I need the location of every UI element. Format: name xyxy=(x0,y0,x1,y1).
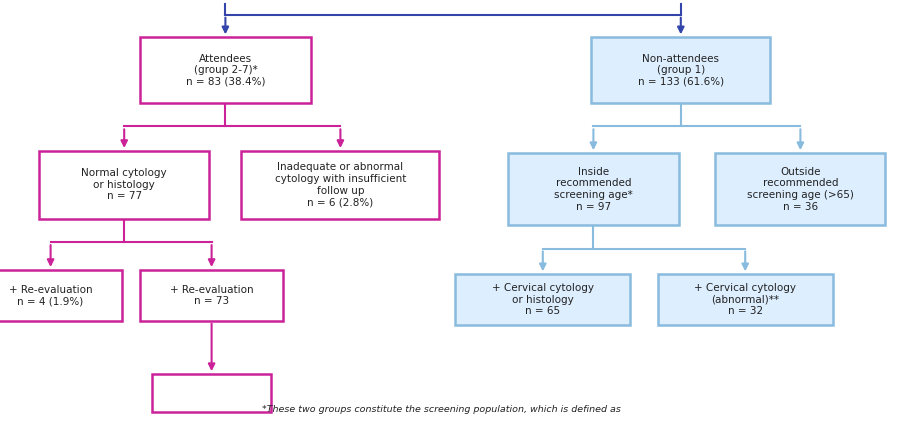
Text: Attendees
(group 2-7)*
n = 83 (38.4%): Attendees (group 2-7)* n = 83 (38.4%) xyxy=(186,54,265,87)
FancyBboxPatch shape xyxy=(715,153,884,225)
FancyBboxPatch shape xyxy=(141,270,283,321)
Text: + Re-evaluation
n = 73: + Re-evaluation n = 73 xyxy=(170,285,253,306)
Text: + Re-evaluation
n = 4 (1.9%): + Re-evaluation n = 4 (1.9%) xyxy=(9,285,92,306)
FancyBboxPatch shape xyxy=(591,37,769,103)
Text: Inadequate or abnormal
cytology with insufficient
follow up
n = 6 (2.8%): Inadequate or abnormal cytology with ins… xyxy=(275,162,405,207)
Text: Outside
recommended
screening age (>65)
n = 36: Outside recommended screening age (>65) … xyxy=(746,167,853,212)
FancyBboxPatch shape xyxy=(455,274,630,325)
Text: Inside
recommended
screening age*
n = 97: Inside recommended screening age* n = 97 xyxy=(553,167,632,212)
Text: Normal cytology
or histology
n = 77: Normal cytology or histology n = 77 xyxy=(81,168,167,201)
FancyBboxPatch shape xyxy=(657,274,832,325)
FancyBboxPatch shape xyxy=(0,270,121,321)
Text: + Cervical cytology
or histology
n = 65: + Cervical cytology or histology n = 65 xyxy=(492,283,593,316)
FancyBboxPatch shape xyxy=(40,151,210,219)
FancyBboxPatch shape xyxy=(241,151,439,219)
FancyBboxPatch shape xyxy=(152,374,271,412)
FancyBboxPatch shape xyxy=(141,37,311,103)
Text: *These two groups constitute the screening population, which is defined as: *These two groups constitute the screeni… xyxy=(262,405,620,414)
Text: + Cervical cytology
(abnormal)**
n = 32: + Cervical cytology (abnormal)** n = 32 xyxy=(694,283,795,316)
Text: Non-attendees
(group 1)
n = 133 (61.6%): Non-attendees (group 1) n = 133 (61.6%) xyxy=(637,54,723,87)
FancyBboxPatch shape xyxy=(508,153,678,225)
